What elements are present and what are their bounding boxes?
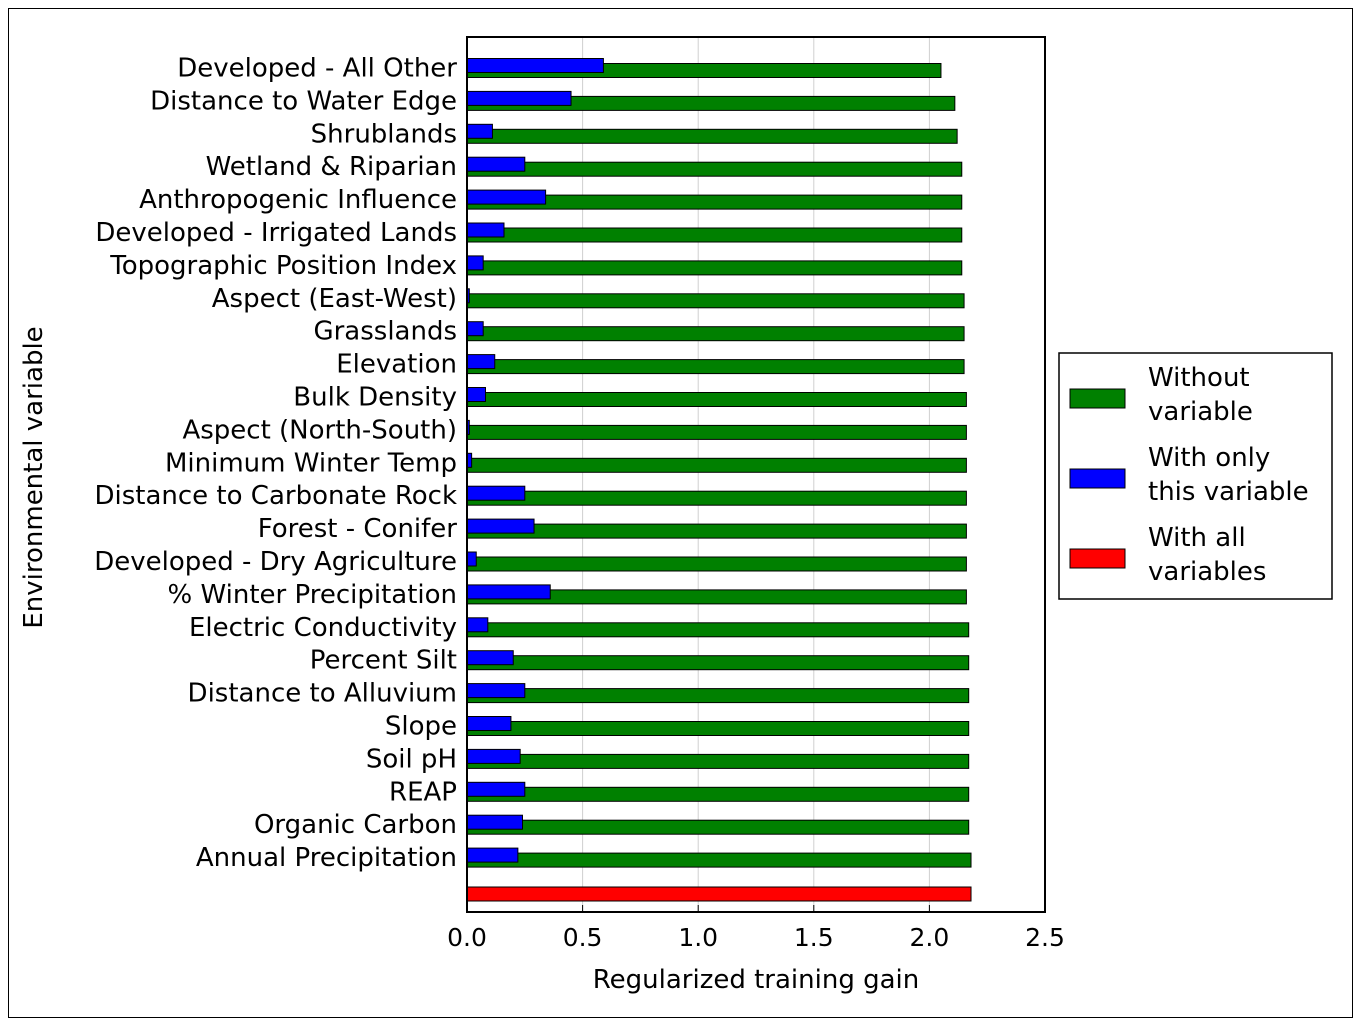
legend-label: With only xyxy=(1148,443,1270,473)
x-tick-label: 0.0 xyxy=(447,923,487,952)
bar-without-variable xyxy=(466,819,970,835)
y-tick-label: Anthropogenic Influence xyxy=(139,185,457,215)
y-tick-label: Minimum Winter Temp xyxy=(165,448,457,478)
bar-only-variable xyxy=(466,617,489,633)
y-tick-label: REAP xyxy=(389,777,457,807)
bar-without-variable xyxy=(466,490,967,506)
bar-without-variable xyxy=(466,161,963,177)
y-tick-label: Bulk Density xyxy=(293,383,457,413)
bar-only-variable xyxy=(466,485,526,501)
y-tick-label: Topographic Position Index xyxy=(109,251,457,281)
x-tick-label: 2.5 xyxy=(1025,923,1065,952)
bar-without-variable xyxy=(466,688,970,704)
bar-only-variable xyxy=(466,354,496,370)
plot-area xyxy=(466,36,1046,913)
y-tick-label: Distance to Carbonate Rock xyxy=(94,481,457,511)
y-tick-label: % Winter Precipitation xyxy=(168,580,457,610)
bar-without-variable xyxy=(466,852,972,868)
bar-without-variable xyxy=(466,128,958,144)
legend-swatch xyxy=(1069,388,1126,409)
bar-only-variable xyxy=(466,781,526,797)
y-axis-label: Environmental variable xyxy=(19,326,49,628)
y-tick-label: Aspect (East-West) xyxy=(212,284,457,314)
bar-only-variable xyxy=(466,683,526,699)
y-tick-label: Wetland & Riparian xyxy=(206,152,457,182)
legend-label: variable xyxy=(1148,397,1253,427)
y-tick-label: Distance to Alluvium xyxy=(188,679,457,709)
y-tick-label: Percent Silt xyxy=(310,646,457,676)
bar-only-variable xyxy=(466,584,551,600)
bar-only-variable xyxy=(466,222,505,238)
bar-only-variable xyxy=(466,814,523,830)
bars xyxy=(466,58,972,902)
bar-only-variable xyxy=(466,650,514,666)
x-tick-labels: 0.0 0.5 1.0 1.5 2.0 2.5 xyxy=(447,923,1065,952)
y-tick-label: Annual Precipitation xyxy=(196,843,457,873)
bar-only-variable xyxy=(466,518,535,534)
y-tick-label: Shrublands xyxy=(311,119,457,149)
y-tick-label: Slope xyxy=(385,712,457,742)
bar-only-variable xyxy=(466,551,477,567)
bar-all-variables xyxy=(466,886,972,902)
y-tick-label: Distance to Water Edge xyxy=(150,86,457,116)
x-tick-label: 0.5 xyxy=(563,923,603,952)
bar-without-variable xyxy=(466,227,963,243)
y-tick-label: Elevation xyxy=(336,350,457,380)
bar-without-variable xyxy=(466,457,967,473)
bar-without-variable xyxy=(466,786,970,802)
bar-without-variable xyxy=(466,359,965,375)
bar-without-variable xyxy=(466,523,967,539)
legend: Without variable With only this variable Wit… xyxy=(1058,352,1333,600)
y-tick-label: Developed - All Other xyxy=(177,54,457,84)
legend-label: variables xyxy=(1148,557,1266,587)
y-tick-label: Organic Carbon xyxy=(254,810,457,840)
y-tick-label: Forest - Conifer xyxy=(258,514,458,544)
bar-only-variable xyxy=(466,387,486,402)
y-tick-label: Electric Conductivity xyxy=(189,613,457,643)
y-tick-label: Developed - Irrigated Lands xyxy=(95,218,457,248)
x-axis-label: Regularized training gain xyxy=(593,965,920,995)
legend-swatch xyxy=(1069,468,1126,489)
y-tick-label: Aspect (North-South) xyxy=(182,415,457,445)
bar-without-variable xyxy=(466,424,967,440)
bar-only-variable xyxy=(466,255,484,271)
x-tick-label: 1.0 xyxy=(678,923,718,952)
bar-without-variable xyxy=(466,326,965,342)
bar-without-variable xyxy=(466,655,970,671)
bar-only-variable xyxy=(466,156,526,172)
legend-swatch xyxy=(1069,548,1126,569)
bar-without-variable xyxy=(466,622,970,638)
y-tick-label: Soil pH xyxy=(366,744,457,774)
bar-without-variable xyxy=(466,753,970,769)
bar-without-variable xyxy=(466,260,963,276)
bar-only-variable xyxy=(466,123,493,139)
bar-only-variable xyxy=(466,321,484,337)
y-tick-label: Developed - Dry Agriculture xyxy=(94,547,457,577)
bar-without-variable xyxy=(466,293,965,309)
legend-label: Without xyxy=(1148,363,1250,393)
bar-only-variable xyxy=(466,58,604,73)
bar-only-variable xyxy=(466,189,547,205)
x-tick-label: 1.5 xyxy=(794,923,834,952)
bar-only-variable xyxy=(466,716,512,731)
bar-only-variable xyxy=(466,748,521,764)
legend-label: this variable xyxy=(1148,477,1309,507)
bar-without-variable xyxy=(466,556,967,572)
bar-only-variable xyxy=(466,847,519,863)
bar-only-variable xyxy=(466,90,572,106)
y-tick-label: Grasslands xyxy=(313,317,457,347)
legend-label: With all xyxy=(1148,523,1246,553)
bar-without-variable xyxy=(466,721,970,736)
x-tick-label: 2.0 xyxy=(910,923,950,952)
bar-without-variable xyxy=(466,392,967,407)
